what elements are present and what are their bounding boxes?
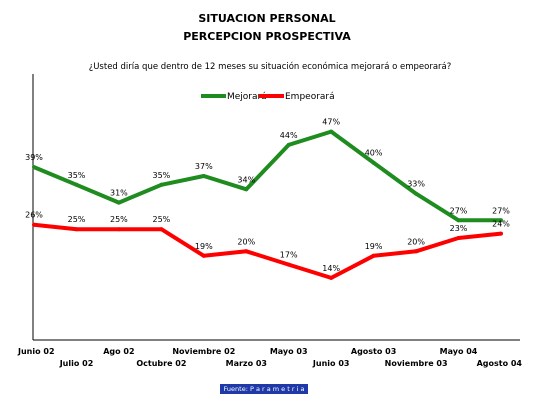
data-point bbox=[499, 218, 503, 223]
data-label: 35% bbox=[153, 171, 171, 180]
data-point bbox=[499, 231, 503, 236]
data-point bbox=[329, 129, 334, 134]
x-tick-label: Junio 02 bbox=[17, 347, 55, 356]
series-line-mejorara bbox=[33, 129, 501, 223]
data-label: 47% bbox=[322, 118, 340, 127]
data-point bbox=[329, 275, 334, 280]
data-label: 26% bbox=[25, 211, 43, 220]
data-point bbox=[116, 227, 121, 232]
data-point bbox=[159, 182, 164, 187]
x-tick-label: Agosto 03 bbox=[351, 347, 396, 356]
data-point bbox=[32, 222, 36, 227]
data-label: 25% bbox=[110, 215, 128, 224]
data-label: 17% bbox=[280, 251, 298, 260]
x-tick-label: Mayo 04 bbox=[440, 347, 478, 356]
data-label: 27% bbox=[450, 206, 468, 215]
data-point bbox=[371, 160, 376, 165]
data-label: 14% bbox=[322, 264, 340, 273]
data-label: 25% bbox=[153, 215, 171, 224]
data-label: 19% bbox=[195, 242, 213, 251]
data-label: 23% bbox=[450, 224, 468, 233]
data-point bbox=[371, 253, 376, 258]
legend-label-empeorara: Empeorará bbox=[285, 92, 335, 102]
data-point bbox=[244, 187, 249, 192]
chart-title-line-2: PERCEPCION PROSPECTIVA bbox=[183, 30, 351, 43]
data-point bbox=[244, 249, 249, 254]
data-label: 34% bbox=[237, 175, 255, 184]
data-label: 27% bbox=[492, 206, 510, 215]
data-label: 20% bbox=[407, 237, 425, 246]
data-label: 39% bbox=[25, 153, 43, 162]
data-point bbox=[286, 142, 291, 147]
data-point bbox=[286, 262, 291, 267]
x-tick-label: Agosto 04 bbox=[477, 359, 523, 368]
data-label: 37% bbox=[195, 162, 213, 171]
data-label: 35% bbox=[68, 171, 86, 180]
data-label: 19% bbox=[365, 242, 383, 251]
data-point bbox=[201, 253, 206, 258]
data-point bbox=[74, 227, 79, 232]
data-point bbox=[159, 227, 164, 232]
chart-title-line-1: SITUACION PERSONAL bbox=[198, 12, 335, 25]
x-tick-label: Octubre 02 bbox=[136, 359, 186, 368]
data-label: 40% bbox=[365, 149, 383, 158]
data-label: 33% bbox=[407, 180, 425, 189]
data-point bbox=[456, 236, 461, 240]
legend-label-mejorara: Mejorará bbox=[227, 92, 267, 102]
x-tick-label: Ago 02 bbox=[103, 347, 134, 356]
x-tick-label: Julio 02 bbox=[59, 359, 94, 368]
chart-subtitle: ¿Usted diría que dentro de 12 meses su s… bbox=[89, 61, 452, 72]
data-point bbox=[201, 174, 206, 178]
x-tick-label: Junio 03 bbox=[312, 359, 350, 368]
data-label: 44% bbox=[280, 131, 298, 140]
legend: Mejorará Empeorará bbox=[201, 92, 335, 102]
x-tick-label: Noviembre 02 bbox=[172, 347, 235, 356]
data-point bbox=[414, 191, 419, 196]
series-line-empeorara bbox=[33, 222, 502, 280]
data-point bbox=[32, 165, 36, 170]
source-badge: Fuente: P a r a m e t r i a bbox=[220, 384, 308, 394]
x-tick-label: Noviembre 03 bbox=[385, 359, 448, 368]
data-label: 24% bbox=[492, 220, 510, 229]
x-tick-label: Marzo 03 bbox=[226, 359, 267, 368]
data-point bbox=[414, 249, 419, 254]
x-tick-label: Mayo 03 bbox=[270, 347, 308, 356]
data-point bbox=[74, 182, 79, 187]
data-point bbox=[456, 218, 461, 223]
data-label: 20% bbox=[237, 237, 255, 246]
data-label: 25% bbox=[68, 215, 86, 224]
data-point bbox=[116, 200, 121, 205]
data-label: 31% bbox=[110, 189, 128, 198]
